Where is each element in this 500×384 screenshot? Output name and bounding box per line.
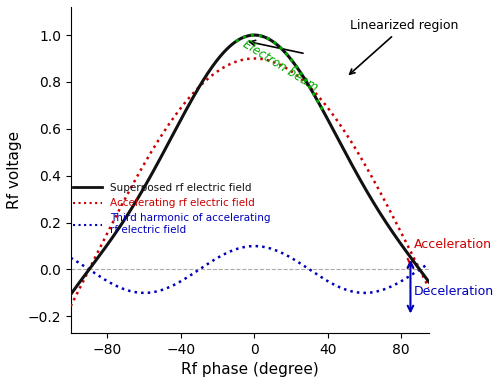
Text: Deceleration: Deceleration <box>414 285 494 298</box>
Text: Acceleration: Acceleration <box>414 238 492 251</box>
X-axis label: Rf phase (degree): Rf phase (degree) <box>181 362 318 377</box>
Y-axis label: Rf voltage: Rf voltage <box>7 131 22 209</box>
Text: Linearized region: Linearized region <box>350 19 458 74</box>
Text: Electron beam: Electron beam <box>240 37 320 94</box>
Legend: Superposed rf electric field, Accelerating rf electric field, Third harmonic of : Superposed rf electric field, Accelerati… <box>69 179 275 239</box>
